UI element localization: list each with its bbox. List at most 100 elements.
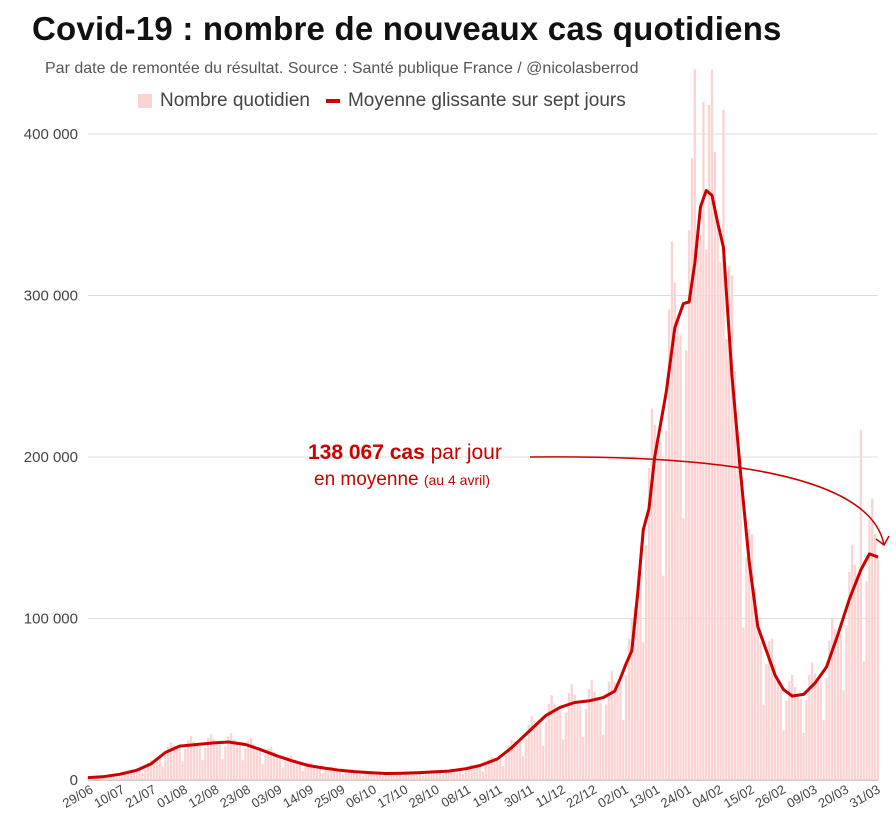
daily-bar xyxy=(355,771,359,780)
daily-bar xyxy=(307,763,310,780)
annotation-value-rest: par jour xyxy=(424,441,502,464)
daily-bar xyxy=(224,745,227,780)
daily-bar xyxy=(501,765,505,780)
daily-bar xyxy=(799,699,802,780)
daily-bar xyxy=(393,772,396,780)
daily-bar xyxy=(152,759,155,780)
daily-bar xyxy=(679,335,682,780)
daily-bar xyxy=(871,498,874,780)
daily-bar xyxy=(304,766,307,780)
daily-bar xyxy=(696,234,699,780)
daily-bar xyxy=(238,745,241,780)
daily-bar xyxy=(519,741,522,780)
x-tick-label: 22/12 xyxy=(564,782,600,811)
daily-bar xyxy=(607,681,611,780)
daily-bar xyxy=(596,698,599,780)
x-tick-label: 02/01 xyxy=(595,782,631,811)
daily-bar xyxy=(687,230,691,780)
daily-bar xyxy=(149,759,153,780)
daily-bar xyxy=(261,763,264,780)
daily-bar xyxy=(281,767,284,780)
x-tick-label: 21/07 xyxy=(123,782,159,811)
daily-bar xyxy=(665,431,668,780)
x-tick-label: 06/10 xyxy=(343,782,379,811)
daily-bar xyxy=(802,732,805,780)
daily-bar xyxy=(421,775,425,780)
daily-bar xyxy=(227,736,230,780)
daily-bar xyxy=(842,690,845,780)
daily-bar xyxy=(121,776,124,780)
x-tick-label: 26/02 xyxy=(752,782,788,811)
y-tick-label: 0 xyxy=(70,772,78,789)
daily-bar xyxy=(719,262,722,780)
daily-bar xyxy=(264,754,267,780)
daily-bar xyxy=(347,769,350,780)
daily-bar xyxy=(167,746,170,780)
daily-bar xyxy=(728,266,731,780)
daily-bar xyxy=(739,488,742,780)
daily-bar xyxy=(255,748,259,780)
x-tick-label: 19/11 xyxy=(470,782,505,811)
daily-bar xyxy=(690,158,694,781)
daily-bar xyxy=(831,618,834,780)
x-tick-label: 28/10 xyxy=(406,782,442,811)
daily-bar xyxy=(367,771,370,780)
daily-bar xyxy=(450,768,453,780)
daily-bar xyxy=(195,744,198,780)
daily-bar xyxy=(378,773,382,780)
daily-bar xyxy=(244,748,247,780)
daily-bar xyxy=(599,702,602,780)
daily-bar xyxy=(401,776,404,780)
daily-bar xyxy=(112,774,115,780)
daily-bar xyxy=(627,638,631,780)
daily-bar xyxy=(779,689,782,780)
daily-bar xyxy=(541,745,545,780)
daily-bar xyxy=(410,771,413,780)
daily-bar xyxy=(705,249,708,780)
daily-bar xyxy=(86,777,90,780)
daily-bar xyxy=(579,705,582,780)
y-tick-label: 200 000 xyxy=(24,449,78,466)
daily-bar xyxy=(516,742,519,780)
daily-bar xyxy=(853,565,857,780)
daily-bar xyxy=(235,743,238,780)
daily-bar xyxy=(759,641,762,780)
daily-bar xyxy=(836,634,840,780)
x-tick-label: 10/07 xyxy=(91,782,127,811)
daily-bar xyxy=(218,744,221,780)
daily-bar xyxy=(762,704,765,780)
x-tick-label: 30/11 xyxy=(501,782,536,811)
daily-bar xyxy=(132,770,135,780)
daily-bar xyxy=(736,440,739,780)
annotation-value-bold: 138 067 cas xyxy=(308,441,425,464)
annotation-line2: en moyenne xyxy=(314,469,419,490)
daily-bar xyxy=(593,691,596,780)
daily-bar xyxy=(553,703,556,780)
x-tick-label: 15/02 xyxy=(721,782,757,811)
daily-bar xyxy=(636,594,639,780)
legend-line-swatch xyxy=(325,99,340,103)
x-tick-label: 23/08 xyxy=(217,782,253,811)
daily-bar xyxy=(101,778,104,780)
daily-bar xyxy=(215,742,218,780)
daily-bar xyxy=(350,769,353,780)
daily-bar xyxy=(250,738,253,780)
daily-bar xyxy=(470,764,473,780)
daily-bar xyxy=(476,766,479,780)
daily-bar xyxy=(229,733,233,780)
daily-bar xyxy=(647,467,651,780)
daily-bar xyxy=(504,754,508,780)
daily-bar xyxy=(161,766,164,780)
daily-bar xyxy=(201,760,204,780)
daily-bar xyxy=(845,625,848,780)
x-tick-label: 17/10 xyxy=(375,782,411,811)
daily-bar xyxy=(745,557,748,780)
daily-bar xyxy=(175,747,178,780)
daily-bar xyxy=(258,750,261,780)
daily-bar xyxy=(633,606,636,780)
x-tick-label: 13/01 xyxy=(627,782,663,811)
daily-bar xyxy=(290,755,293,780)
annotation-subtext: en moyenne (au 4 avril) xyxy=(314,469,490,491)
chart-title: Covid-19 : nombre de nouveaux cas quotid… xyxy=(32,10,782,47)
daily-bar xyxy=(453,769,456,780)
